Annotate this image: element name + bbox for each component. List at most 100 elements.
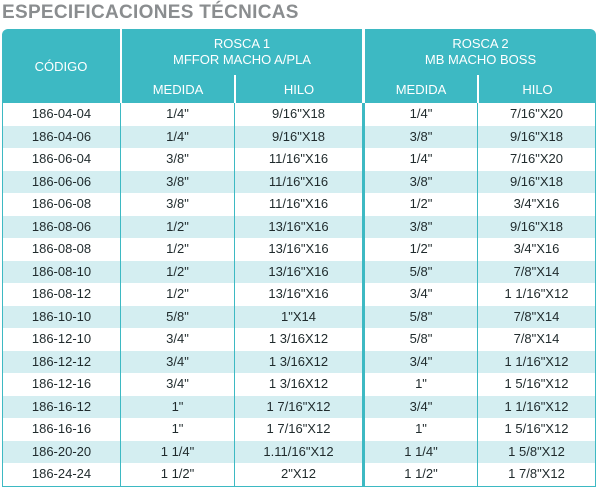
header-medida-2: MEDIDA [362, 75, 477, 103]
table-row: 186-08-06 1/2" 13/16"X16 3/8" 9/16"X18 [2, 215, 596, 238]
cell-codigo: 186-08-12 [2, 283, 120, 306]
cell-medida-1: 3/8" [120, 193, 234, 216]
table-header: CÓDIGO ROSCA 1 MFFOR MACHO A/PLA ROSCA 2… [2, 29, 596, 103]
cell-hilo-2: 1 1/16"X12 [477, 350, 596, 373]
cell-hilo-2: 1 5/8"X12 [477, 440, 596, 463]
cell-medida-1: 3/8" [120, 170, 234, 193]
page-title: ESPECIFICACIONES TÉCNICAS [2, 2, 299, 23]
cell-medida-2: 1 1/2" [362, 463, 477, 487]
cell-codigo: 186-10-10 [2, 305, 120, 328]
cell-medida-1: 1/4" [120, 125, 234, 148]
cell-hilo-2: 7/8"X14 [477, 328, 596, 351]
table-row: 186-16-12 1" 1 7/16"X12 3/4" 1 1/16"X12 [2, 395, 596, 418]
table-row: 186-06-06 3/8" 11/16"X16 3/8" 9/16"X18 [2, 170, 596, 193]
table-row: 186-04-04 1/4" 9/16"X18 1/4" 7/16"X20 [2, 103, 596, 126]
cell-codigo: 186-24-24 [2, 463, 120, 487]
cell-medida-1: 1/4" [120, 103, 234, 126]
table-row: 186-12-16 3/4" 1 3/16X12 1" 1 5/16"X12 [2, 373, 596, 396]
cell-hilo-1: 13/16"X16 [234, 215, 362, 238]
cell-medida-1: 1/2" [120, 215, 234, 238]
header-rosca-2: ROSCA 2 MB MACHO BOSS [362, 29, 596, 75]
table-row: 186-24-24 1 1/2" 2"X12 1 1/2" 1 7/8"X12 [2, 463, 596, 487]
table-row: 186-06-04 3/8" 11/16"X16 1/4" 7/16"X20 [2, 148, 596, 171]
cell-medida-2: 1" [362, 373, 477, 396]
cell-medida-1: 1 1/4" [120, 440, 234, 463]
cell-hilo-2: 7/16"X20 [477, 148, 596, 171]
cell-hilo-1: 1 7/16"X12 [234, 418, 362, 441]
cell-codigo: 186-20-20 [2, 440, 120, 463]
specs-table: CÓDIGO ROSCA 1 MFFOR MACHO A/PLA ROSCA 2… [2, 29, 596, 487]
cell-codigo: 186-06-06 [2, 170, 120, 193]
cell-medida-1: 3/4" [120, 350, 234, 373]
cell-hilo-2: 3/4"X16 [477, 238, 596, 261]
cell-hilo-1: 1 7/16"X12 [234, 395, 362, 418]
cell-hilo-2: 7/16"X20 [477, 103, 596, 126]
cell-hilo-2: 7/8"X14 [477, 260, 596, 283]
cell-medida-1: 1/2" [120, 260, 234, 283]
cell-medida-2: 1/2" [362, 238, 477, 261]
cell-codigo: 186-16-16 [2, 418, 120, 441]
header-codigo: CÓDIGO [2, 29, 120, 103]
cell-hilo-1: 11/16"X16 [234, 148, 362, 171]
cell-codigo: 186-06-04 [2, 148, 120, 171]
header-hilo-1: HILO [234, 75, 362, 103]
cell-medida-2: 1/2" [362, 193, 477, 216]
cell-codigo: 186-08-08 [2, 238, 120, 261]
cell-hilo-2: 1 7/8"X12 [477, 463, 596, 487]
cell-hilo-2: 9/16"X18 [477, 125, 596, 148]
cell-medida-2: 3/4" [362, 395, 477, 418]
cell-codigo: 186-06-08 [2, 193, 120, 216]
header-rosca-1: ROSCA 1 MFFOR MACHO A/PLA [120, 29, 362, 75]
table-row: 186-08-10 1/2" 13/16"X16 5/8" 7/8"X14 [2, 260, 596, 283]
cell-medida-2: 3/8" [362, 125, 477, 148]
cell-hilo-1: 11/16"X16 [234, 193, 362, 216]
cell-hilo-2: 1 1/16"X12 [477, 395, 596, 418]
cell-medida-2: 5/8" [362, 260, 477, 283]
cell-medida-2: 1/4" [362, 148, 477, 171]
cell-medida-2: 3/4" [362, 283, 477, 306]
table-row: 186-04-06 1/4" 9/16"X18 3/8" 9/16"X18 [2, 125, 596, 148]
cell-hilo-1: 9/16"X18 [234, 103, 362, 126]
cell-codigo: 186-12-10 [2, 328, 120, 351]
cell-medida-1: 1 1/2" [120, 463, 234, 487]
cell-hilo-1: 13/16"X16 [234, 238, 362, 261]
cell-medida-1: 1" [120, 395, 234, 418]
cell-hilo-1: 1"X14 [234, 305, 362, 328]
cell-hilo-1: 1 3/16X12 [234, 350, 362, 373]
header-rosca-1-subtitle: MFFOR MACHO A/PLA [173, 52, 311, 67]
cell-hilo-2: 1 5/16"X12 [477, 373, 596, 396]
cell-hilo-2: 1 5/16"X12 [477, 418, 596, 441]
cell-hilo-1: 2"X12 [234, 463, 362, 487]
header-hilo-2: HILO [477, 75, 596, 103]
cell-medida-2: 3/8" [362, 170, 477, 193]
cell-hilo-1: 11/16"X16 [234, 170, 362, 193]
table-row: 186-12-10 3/4" 1 3/16X12 5/8" 7/8"X14 [2, 328, 596, 351]
cell-medida-2: 1" [362, 418, 477, 441]
header-rosca-2-title: ROSCA 2 [452, 36, 509, 51]
cell-hilo-1: 1 3/16X12 [234, 328, 362, 351]
cell-hilo-1: 9/16"X18 [234, 125, 362, 148]
specs-table-container: CÓDIGO ROSCA 1 MFFOR MACHO A/PLA ROSCA 2… [2, 29, 596, 501]
cell-codigo: 186-12-16 [2, 373, 120, 396]
cell-medida-1: 1" [120, 418, 234, 441]
cell-hilo-1: 13/16"X16 [234, 260, 362, 283]
table-row: 186-12-12 3/4" 1 3/16X12 3/4" 1 1/16"X12 [2, 350, 596, 373]
cell-medida-1: 5/8" [120, 305, 234, 328]
cell-medida-1: 3/8" [120, 148, 234, 171]
table-row: 186-20-20 1 1/4" 1.11/16"X12 1 1/4" 1 5/8"X1… [2, 440, 596, 463]
cell-medida-1: 3/4" [120, 373, 234, 396]
header-medida-1: MEDIDA [120, 75, 234, 103]
cell-codigo: 186-08-06 [2, 215, 120, 238]
cell-codigo: 186-08-10 [2, 260, 120, 283]
header-rosca-2-subtitle: MB MACHO BOSS [424, 52, 537, 67]
cell-medida-1: 1/2" [120, 238, 234, 261]
table-row: 186-08-12 1/2" 13/16"X16 3/4" 1 1/16"X12 [2, 283, 596, 306]
cell-medida-2: 5/8" [362, 328, 477, 351]
cell-hilo-2: 3/4"X16 [477, 193, 596, 216]
table-row: 186-16-16 1" 1 7/16"X12 1" 1 5/16"X12 [2, 418, 596, 441]
cell-medida-2: 1 1/4" [362, 440, 477, 463]
cell-codigo: 186-04-04 [2, 103, 120, 126]
table-row: 186-08-08 1/2" 13/16"X16 1/2" 3/4"X16 [2, 238, 596, 261]
cell-hilo-1: 1 3/16X12 [234, 373, 362, 396]
cell-medida-2: 3/8" [362, 215, 477, 238]
